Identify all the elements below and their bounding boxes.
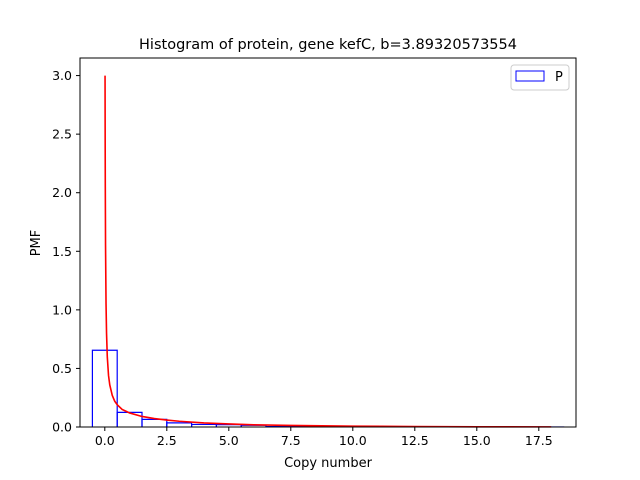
- x-tick-label: 0.0: [95, 433, 115, 448]
- x-tick-label: 5.0: [219, 433, 239, 448]
- legend-swatch: [515, 70, 545, 82]
- y-tick-label: 3.0: [52, 68, 72, 83]
- legend-label: P: [555, 70, 563, 85]
- x-axis: 0.0 2.5 5.0 7.5 10.0 12.5 15.0 17.5: [95, 427, 553, 448]
- chart-title: Histogram of protein, gene kefC, b=3.893…: [139, 37, 517, 53]
- y-tick-label: 2.5: [52, 127, 72, 142]
- y-axis: 0.0 0.5 1.0 1.5 2.0 2.5 3.0: [52, 68, 80, 435]
- x-axis-label: Copy number: [284, 456, 373, 471]
- x-tick-label: 12.5: [401, 433, 429, 448]
- y-axis-label: PMF: [29, 230, 44, 257]
- x-tick-label: 7.5: [281, 433, 301, 448]
- x-tick-label: 15.0: [463, 433, 491, 448]
- fit-curve-line: [104, 75, 552, 428]
- x-tick-label: 2.5: [157, 433, 177, 448]
- plot-frame: [79, 57, 577, 428]
- legend: P: [510, 64, 570, 91]
- y-tick-label: 1.5: [52, 244, 72, 259]
- y-tick-label: 1.0: [52, 302, 72, 317]
- y-tick-label: 0.0: [52, 420, 72, 435]
- y-tick-label: 0.5: [52, 361, 72, 376]
- x-tick-label: 17.5: [525, 433, 553, 448]
- y-tick-label: 2.0: [52, 185, 72, 200]
- histogram-bar: [91, 349, 118, 427]
- x-tick-label: 10.0: [339, 433, 367, 448]
